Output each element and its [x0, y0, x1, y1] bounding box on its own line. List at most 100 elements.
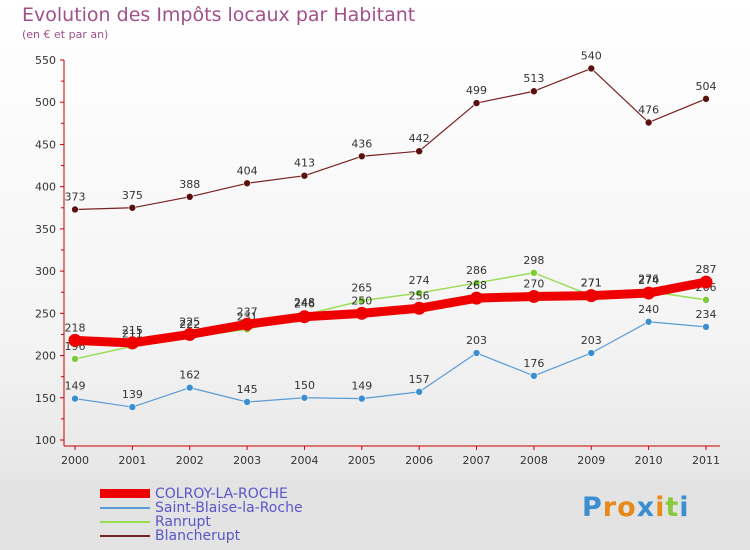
- series-1-point-2: [185, 383, 194, 392]
- series-0-point-6: [412, 301, 426, 315]
- series-3-point-0: [71, 205, 79, 214]
- series-0-label-2: 225: [179, 315, 200, 328]
- series-0-point-1: [125, 336, 139, 350]
- y-tick-label-3: 250: [35, 307, 56, 320]
- series-0-label-10: 274: [638, 274, 659, 287]
- series-3-point-9: [587, 64, 596, 73]
- series-0-point-3: [240, 317, 254, 331]
- x-tick-label-0: 2000: [61, 454, 89, 467]
- series-line-0: [74, 277, 707, 348]
- legend-item-2: Ranrupt: [100, 514, 211, 530]
- legend-item-0: COLROY-LA-ROCHE: [100, 485, 288, 502]
- series-2-label-8: 298: [523, 254, 544, 267]
- series-1-label-3: 145: [237, 383, 258, 396]
- series-0-point-11: [699, 275, 713, 289]
- series-2-label-10: 276: [638, 272, 659, 285]
- series-3-label-5: 436: [351, 137, 372, 150]
- y-tick-label-4: 300: [35, 265, 56, 278]
- series-3-label-6: 442: [409, 132, 430, 145]
- series-3-label-11: 504: [696, 80, 717, 93]
- series-3-label-10: 476: [638, 103, 659, 116]
- series-0-label-7: 268: [466, 279, 487, 292]
- series-0-label-9: 271: [581, 277, 602, 290]
- series-2-point-6: [415, 289, 423, 297]
- legend-label-1: Saint-Blaise-la-Roche: [155, 499, 303, 516]
- series-3-point-2: [185, 193, 194, 201]
- y-tick-label-9: 550: [35, 54, 56, 67]
- legend-item-1: Saint-Blaise-la-Roche: [100, 499, 303, 516]
- series-1-point-1: [128, 403, 137, 411]
- series-0-point-5: [355, 306, 369, 320]
- series-2-point-8: [530, 268, 538, 277]
- x-tick-label-10: 2010: [635, 454, 663, 467]
- x-tick-label-5: 2005: [348, 454, 376, 467]
- series-2-point-5: [358, 296, 366, 305]
- logo-letter-1: r: [602, 492, 618, 523]
- series-2-label-4: 248: [294, 296, 315, 309]
- series-3-label-0: 373: [65, 190, 86, 203]
- x-tick-label-8: 2008: [520, 454, 548, 467]
- series-0-label-6: 256: [409, 289, 430, 302]
- y-tick-label-1: 150: [35, 392, 56, 405]
- series-3-label-8: 513: [523, 72, 544, 85]
- series-line-3: [74, 67, 707, 211]
- legend-swatch-2: [100, 520, 150, 523]
- series-0-point-4: [297, 310, 311, 324]
- series-0-point-9: [584, 289, 598, 303]
- legend-label-3: Blancherupt: [155, 527, 241, 544]
- series-3-point-4: [300, 171, 309, 180]
- series-3-label-2: 388: [179, 178, 200, 191]
- series-3-point-1: [128, 203, 137, 212]
- series-0-label-8: 270: [523, 277, 544, 290]
- series-1-label-10: 240: [638, 303, 659, 316]
- logo-letter-5: t: [665, 492, 680, 523]
- series-0-point-7: [470, 291, 484, 305]
- x-tick-label-2: 2002: [176, 454, 204, 467]
- logo-letter-2: o: [617, 492, 637, 523]
- legend-swatch-1: [100, 506, 150, 509]
- series-1-point-6: [415, 388, 423, 396]
- series-1-label-7: 203: [466, 334, 487, 347]
- logo-letter-0: P: [582, 492, 603, 523]
- series-3-point-5: [358, 152, 366, 161]
- series-2-label-9: 271: [581, 277, 602, 290]
- x-tick-label-4: 2004: [290, 454, 318, 467]
- series-3-point-7: [472, 99, 481, 107]
- y-tick-label-2: 200: [35, 350, 56, 363]
- legend-label-0: COLROY-LA-ROCHE: [155, 485, 288, 502]
- series-0-point-0: [68, 333, 82, 347]
- series-1-point-7: [472, 349, 481, 357]
- series-2-label-5: 265: [351, 282, 372, 295]
- series-3-label-4: 413: [294, 157, 315, 170]
- series-0-point-2: [183, 327, 197, 341]
- y-tick-label-7: 450: [35, 138, 56, 151]
- series-3-point-10: [644, 118, 653, 127]
- series-2-label-6: 274: [409, 274, 430, 287]
- series-1-point-3: [243, 398, 251, 406]
- x-tick-label-1: 2001: [118, 454, 146, 467]
- x-tick-label-6: 2006: [405, 454, 433, 467]
- series-0-point-10: [642, 286, 656, 300]
- series-3-point-3: [243, 179, 251, 188]
- x-tick-label-7: 2007: [463, 454, 491, 467]
- legend-item-3: Blancherupt: [100, 527, 241, 544]
- series-line-1: [74, 321, 707, 408]
- series-3-point-6: [415, 147, 423, 155]
- series-line-2: [74, 272, 707, 360]
- logo-letter-3: x: [636, 492, 656, 523]
- series-1-point-9: [587, 349, 596, 357]
- logo-letter-6: i: [679, 492, 690, 523]
- series-0-label-4: 246: [294, 298, 315, 311]
- series-0-label-11: 287: [696, 263, 717, 276]
- series-0-point-8: [527, 289, 541, 303]
- x-tick-label-9: 2009: [577, 454, 605, 467]
- series-1-label-4: 150: [294, 379, 315, 392]
- series-1-point-10: [644, 317, 653, 326]
- series-1-label-1: 139: [122, 388, 143, 401]
- logo-letter-4: i: [655, 492, 666, 523]
- x-tick-label-11: 2011: [692, 454, 720, 467]
- legend-swatch-3: [100, 534, 150, 537]
- series-3-point-8: [530, 87, 538, 96]
- series-3-label-7: 499: [466, 84, 487, 97]
